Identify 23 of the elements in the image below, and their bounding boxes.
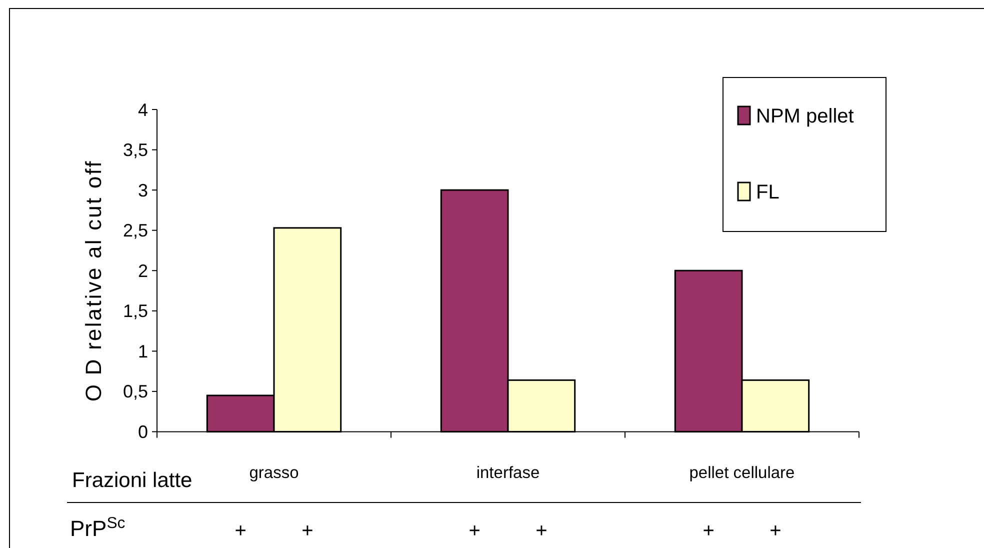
y-tick-label: 3 — [138, 180, 148, 200]
text: + — [770, 520, 782, 542]
y-tick-label: 1 — [138, 341, 148, 362]
y-tick-label: 4 — [138, 100, 148, 120]
x-tick-label: grasso — [249, 464, 299, 482]
y-tick-label: 0,5 — [122, 382, 148, 402]
text: + — [302, 520, 314, 542]
x-tick-label: interfase — [476, 464, 540, 482]
text: + — [702, 520, 714, 542]
x-axis-title: Frazioni latte — [72, 469, 192, 492]
y-tick-label: 2,5 — [122, 220, 148, 241]
text: + — [234, 520, 246, 542]
text: + — [536, 520, 548, 542]
legend-label: FL — [756, 182, 780, 204]
y-tick-label: 3,5 — [122, 140, 148, 160]
y-tick-label: 2 — [138, 260, 148, 281]
y-tick-label: 1,5 — [122, 301, 148, 322]
y-axis-title: O D relative al cut off — [81, 160, 106, 402]
x-tick-label: pellet cellulare — [689, 464, 795, 482]
y-tick-label: 0 — [138, 422, 148, 442]
text: PrP$^{Sc}$ — [70, 514, 126, 541]
legend-label: NPM pellet — [756, 106, 854, 128]
text: + — [468, 520, 480, 542]
